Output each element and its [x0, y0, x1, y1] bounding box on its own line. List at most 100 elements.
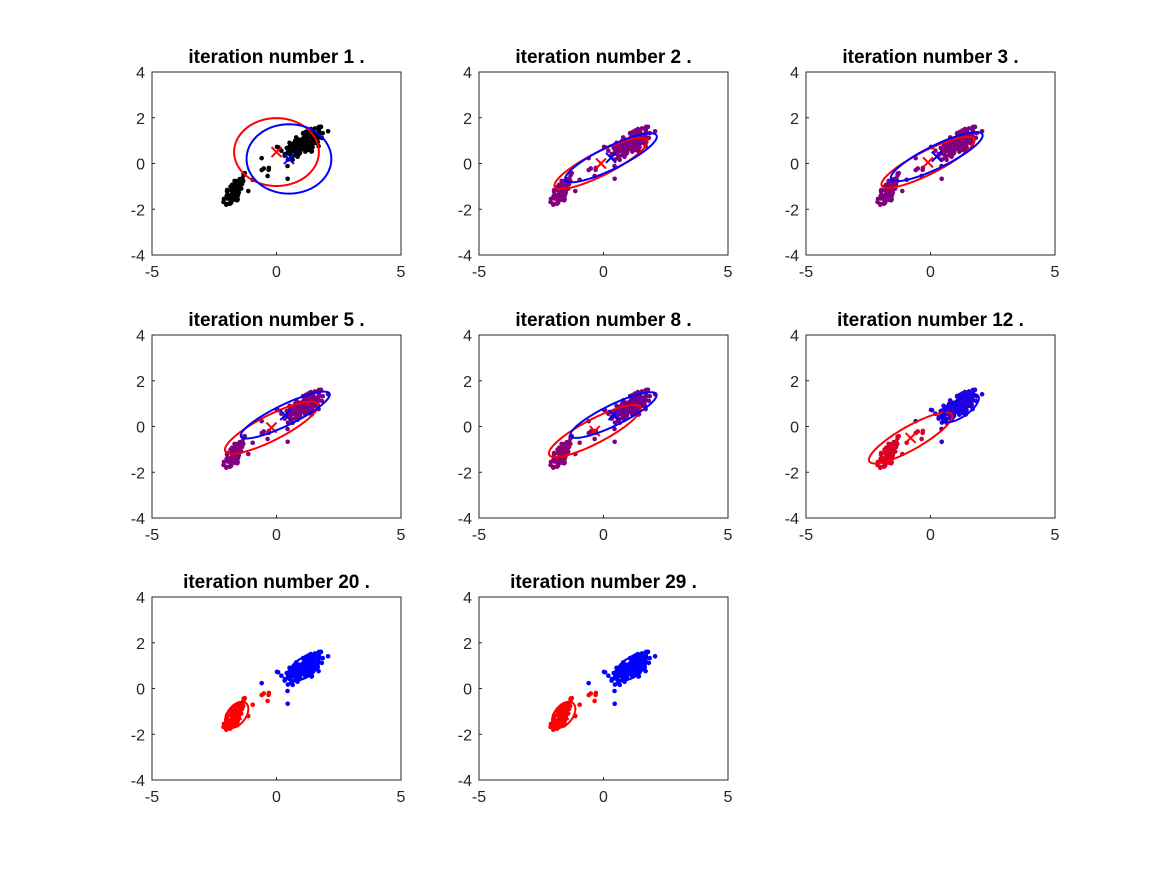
data-point	[617, 682, 622, 688]
data-point	[878, 450, 884, 456]
data-point	[939, 176, 944, 182]
data-point	[967, 395, 972, 401]
y-tick-label: -4	[131, 248, 145, 265]
component-1-ellipse	[547, 404, 642, 459]
data-point	[558, 191, 564, 197]
x-tick-label: -5	[145, 264, 159, 281]
x-tick-label: 5	[1051, 264, 1060, 281]
y-tick-label: -4	[458, 511, 472, 528]
data-point	[562, 441, 567, 447]
data-point	[303, 129, 309, 135]
data-point	[972, 124, 978, 130]
x-tick-label: 0	[926, 264, 935, 281]
component-1-ellipse	[867, 411, 954, 465]
data-point	[882, 447, 887, 453]
data-point	[567, 441, 573, 447]
y-tick-label: 4	[136, 328, 145, 345]
data-point	[555, 461, 560, 467]
data-point	[287, 151, 293, 157]
data-point	[235, 703, 240, 709]
x-tick-label: 5	[1051, 527, 1060, 544]
data-point	[896, 170, 902, 176]
data-point	[979, 391, 985, 397]
data-point	[312, 651, 318, 656]
y-tick-label: -4	[458, 248, 472, 265]
data-point	[947, 149, 952, 154]
data-point	[900, 188, 905, 194]
component-2-ellipse	[889, 131, 984, 183]
component-1-ellipse	[223, 700, 250, 729]
data-point	[920, 167, 925, 173]
data-point	[313, 657, 318, 662]
data-point	[915, 166, 921, 171]
data-point	[306, 402, 312, 408]
subplot-title: iteration number 29 .	[510, 572, 697, 593]
x-tick-label: 0	[926, 527, 935, 544]
data-point	[645, 387, 651, 393]
component-1-ellipse	[550, 700, 577, 729]
y-tick-label: 2	[463, 374, 472, 391]
data-point	[888, 460, 894, 466]
data-point	[320, 130, 326, 136]
data-point	[617, 157, 622, 163]
data-point	[231, 191, 237, 197]
data-point	[565, 449, 570, 455]
component-2-ellipse	[569, 391, 658, 439]
component-2-mean-marker	[607, 409, 620, 421]
component-2-ellipse	[564, 132, 658, 184]
x-tick-label: -5	[145, 789, 159, 806]
y-tick-label: 2	[136, 111, 145, 128]
subplot-title: iteration number 3 .	[842, 47, 1018, 68]
x-tick-label: 0	[599, 264, 608, 281]
subplot-2: iteration number 2 . -5 0 5 -4 -2 0 2 4	[458, 47, 733, 281]
data-point	[966, 126, 972, 131]
data-point	[957, 412, 962, 417]
x-tick-label: 0	[272, 264, 281, 281]
data-point	[285, 701, 290, 707]
data-point	[941, 151, 947, 157]
data-point	[289, 410, 294, 416]
data-point	[221, 724, 226, 730]
data-point	[234, 197, 240, 203]
data-point	[297, 409, 303, 414]
y-tick-label: 0	[136, 157, 145, 174]
component-2-mean-marker	[625, 662, 637, 674]
data-point	[939, 439, 944, 445]
data-point	[235, 455, 241, 461]
data-point	[235, 178, 240, 184]
data-point	[548, 199, 553, 205]
data-point	[318, 124, 324, 130]
data-point	[963, 397, 968, 403]
subplot-title: iteration number 2 .	[515, 47, 691, 68]
data-point	[606, 673, 611, 679]
data-point	[645, 649, 651, 655]
data-point	[936, 416, 941, 421]
subplot-8: iteration number 29 . -5 0 5 -4 -2 0 2 4	[458, 572, 733, 806]
data-point	[620, 674, 625, 679]
data-point	[884, 187, 890, 193]
y-tick-label: -2	[458, 727, 472, 744]
data-point	[569, 170, 575, 176]
data-point	[592, 698, 597, 704]
data-point	[639, 651, 645, 656]
data-point	[569, 695, 575, 701]
data-point	[573, 188, 578, 194]
data-point	[250, 702, 255, 708]
data-point	[301, 135, 307, 141]
data-point	[915, 429, 921, 434]
axes-box	[151, 596, 402, 781]
data-point	[646, 660, 652, 666]
data-point	[246, 188, 251, 194]
data-point	[261, 691, 267, 696]
data-point	[963, 405, 969, 411]
data-point	[616, 672, 621, 678]
data-point	[896, 433, 902, 439]
data-point	[309, 667, 315, 673]
data-point	[292, 415, 298, 421]
data-point	[586, 680, 591, 686]
y-tick-label: 2	[790, 374, 799, 391]
data-point	[620, 149, 625, 154]
data-point	[624, 409, 630, 414]
data-point	[947, 398, 953, 403]
data-point	[636, 142, 642, 148]
